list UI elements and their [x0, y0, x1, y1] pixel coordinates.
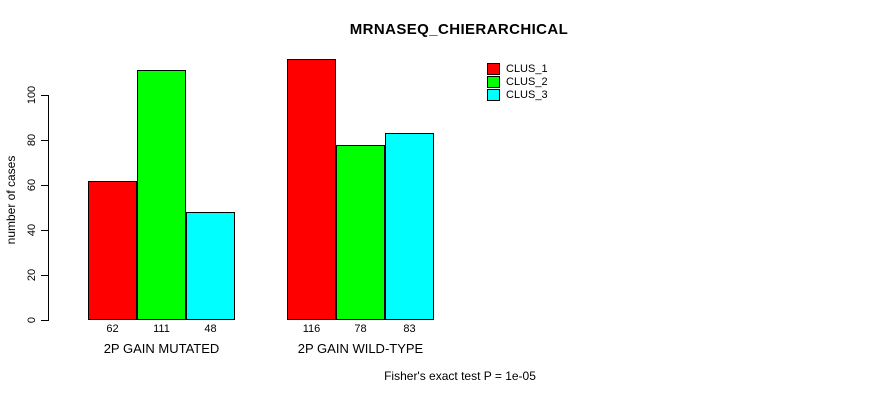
- y-axis-tick: [41, 320, 48, 321]
- y-axis-tick: [41, 140, 48, 141]
- legend-swatch-clus_3: [487, 88, 500, 101]
- y-axis-label: number of cases: [4, 155, 18, 245]
- bar-value-label: 48: [204, 323, 217, 335]
- legend-label: CLUS_3: [506, 88, 548, 101]
- bar-clus_2-group1: [137, 70, 186, 320]
- bar-clus_3-group2: [385, 133, 434, 320]
- y-tick-label: 80: [26, 133, 38, 147]
- bar-value-label: 62: [106, 323, 119, 335]
- legend-label: CLUS_1: [506, 62, 548, 75]
- legend-item-clus_3: CLUS_3: [487, 88, 548, 101]
- bar-clus_3-group1: [186, 212, 235, 320]
- y-axis-tick: [41, 185, 48, 186]
- legend-label: CLUS_2: [506, 75, 548, 88]
- x-group-label: 2P GAIN MUTATED: [103, 341, 220, 356]
- y-axis-line: [48, 95, 49, 321]
- legend-swatch-clus_2: [487, 75, 500, 88]
- footnote-text: Fisher's exact test P = 1e-05: [384, 369, 536, 383]
- bar-value-label: 111: [153, 323, 170, 335]
- y-axis-tick: [41, 275, 48, 276]
- legend-swatch-clus_1: [487, 62, 500, 75]
- bar-value-label: 83: [403, 323, 416, 335]
- bar-clus_2-group2: [336, 144, 385, 320]
- bar-value-label: 116: [302, 323, 321, 335]
- chart-title: MRNASEQ_CHIERARCHICAL: [349, 21, 569, 38]
- y-tick-label: 60: [26, 178, 38, 192]
- legend-item-clus_1: CLUS_1: [487, 62, 548, 75]
- legend-item-clus_2: CLUS_2: [487, 75, 548, 88]
- bar-clus_1-group1: [88, 180, 137, 320]
- y-axis-tick: [41, 95, 48, 96]
- y-tick-label: 0: [26, 316, 38, 324]
- x-group-label: 2P GAIN WILD-TYPE: [297, 341, 424, 356]
- bar-clus_1-group2: [287, 59, 336, 320]
- y-tick-label: 40: [26, 223, 38, 237]
- y-tick-label: 100: [26, 85, 38, 105]
- y-tick-label: 20: [26, 268, 38, 282]
- legend: CLUS_1 CLUS_2 CLUS_3: [487, 62, 548, 101]
- bar-value-label: 78: [354, 323, 367, 335]
- y-axis-tick: [41, 230, 48, 231]
